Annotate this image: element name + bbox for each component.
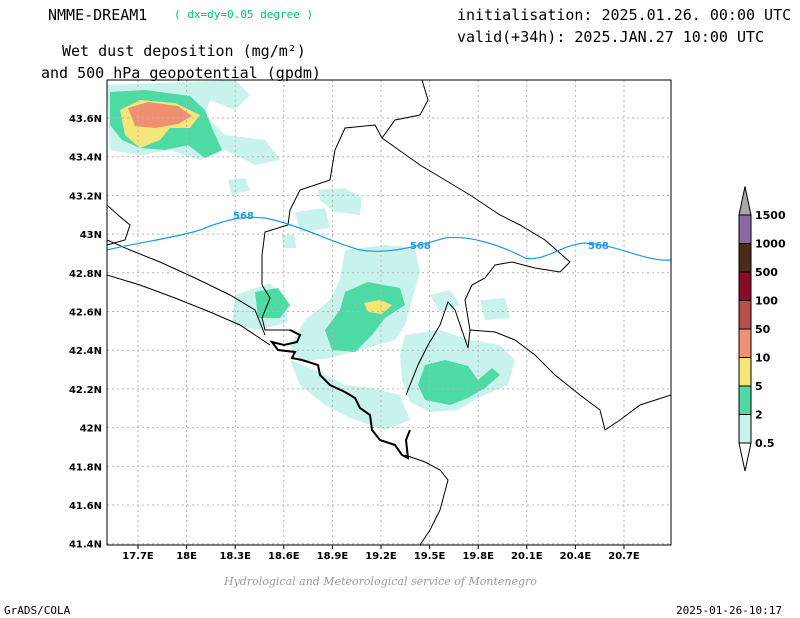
latitude-tick-label: 42.8N — [69, 269, 102, 280]
latitude-tick-label: 42N — [80, 424, 102, 435]
grid-resolution: ( dx=dy=0.05 degree ) — [174, 8, 314, 21]
colorbar-low-arrow — [738, 442, 752, 472]
map-frame — [106, 79, 672, 546]
longitude-tick-label: 18.9E — [317, 551, 349, 562]
software-label: GrADS/COLA — [4, 604, 71, 617]
longitude-labels: 17.7E 18E 18.3E 18.6E 18.9E 19.2E 19.5E 19.8E 20… — [122, 551, 640, 562]
geopotential-contour-568 — [107, 216, 671, 261]
longitude-tick-label: 18.3E — [219, 551, 251, 562]
latitude-tick-label: 42.4N — [69, 346, 102, 357]
latitude-tick-label: 42.6N — [69, 308, 102, 319]
borders — [107, 80, 671, 545]
colorbar-label: 2 — [755, 409, 763, 422]
credit-text: Hydrological and Meteorological service … — [224, 575, 537, 588]
colorbar-label: 0.5 — [755, 437, 775, 450]
longitude-tick-label: 20.1E — [511, 551, 543, 562]
latitude-tick-label: 41.4N — [69, 540, 102, 551]
colorbar-label: 1000 — [755, 238, 786, 251]
graticule — [107, 80, 671, 545]
contour-label: 568 — [410, 241, 431, 252]
model-name: NMME-DREAM1 — [48, 6, 148, 24]
longitude-tick-label: 18E — [176, 551, 197, 562]
longitude-tick-label: 20.7E — [608, 551, 640, 562]
dust-10-shading — [128, 102, 192, 128]
latitude-tick-label: 41.6N — [69, 501, 102, 512]
colorbar-segment — [738, 271, 752, 301]
latitude-tick-label: 41.8N — [69, 462, 102, 473]
colorbar-label: 10 — [755, 352, 771, 365]
map-title-line2: and 500 hPa geopotential (gpdm) — [41, 64, 321, 82]
montenegro-coastline — [269, 329, 411, 460]
initialisation-time: initialisation: 2025.01.26. 00:00 UTC — [457, 6, 792, 24]
colorbar-label: 100 — [755, 295, 778, 308]
latitude-tick-label: 43.4N — [69, 153, 102, 164]
colorbar-label: 500 — [755, 266, 778, 279]
colorbar-segment — [738, 300, 752, 330]
latitude-tick-label: 43.6N — [69, 114, 102, 125]
colorbar-segment — [738, 214, 752, 244]
contour-label: 568 — [233, 211, 254, 222]
colorbar-segment — [738, 243, 752, 273]
colorbar-segment — [738, 414, 752, 444]
latitude-tick-label: 42.2N — [69, 385, 102, 396]
latitude-tick-label: 43.2N — [69, 191, 102, 202]
longitude-tick-label: 17.7E — [122, 551, 154, 562]
longitude-tick-label: 19.5E — [414, 551, 446, 562]
colorbar-segment — [738, 357, 752, 387]
colorbar-high-arrow — [738, 186, 752, 216]
colorbar-label: 1500 — [755, 209, 786, 222]
longitude-tick-label: 19.8E — [462, 551, 494, 562]
latitude-labels: 43.6N 43.4N 43.2N 43N 42.8N 42.6N 42.4N 42.2N 42… — [69, 114, 102, 551]
map-title-line1: Wet dust deposition (mg/m²) — [62, 42, 306, 60]
longitude-tick-label: 18.6E — [268, 551, 300, 562]
valid-time: valid(+34h): 2025.JAN.27 10:00 UTC — [457, 28, 765, 46]
longitude-tick-label: 19.2E — [365, 551, 397, 562]
colorbar-segment — [738, 328, 752, 358]
colorbar-label: 5 — [755, 380, 763, 393]
contour-label: 568 — [588, 241, 609, 252]
render-timestamp: 2025-01-26-10:17 — [676, 604, 782, 617]
longitude-tick-label: 20.4E — [560, 551, 592, 562]
colorbar-segment — [738, 385, 752, 415]
colorbar: 0.5 2 5 10 50 100 500 1000 1500 — [738, 186, 786, 472]
colorbar-label: 50 — [755, 323, 771, 336]
latitude-tick-label: 43N — [80, 230, 102, 241]
